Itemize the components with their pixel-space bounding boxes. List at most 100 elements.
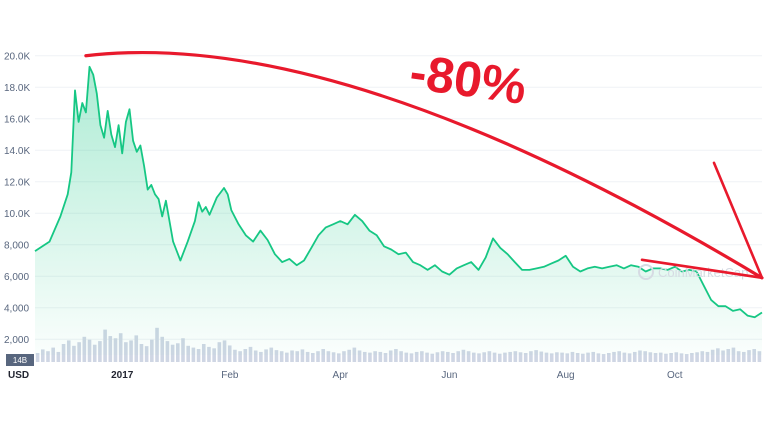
volume-bar [425,352,429,362]
y-tick-label: 6,000 [4,272,29,283]
volume-bar [757,351,762,362]
volume-bar [238,351,242,362]
volume-bar [56,351,61,362]
volume-bar [295,351,300,362]
volume-bar [456,351,461,362]
y-tick-label: 12.0K [4,177,30,188]
volume-bar [736,351,741,362]
volume-bar [477,353,481,362]
volume-bar [487,351,492,362]
volume-bar [695,352,699,362]
volume-bar [321,349,325,362]
volume-bar [669,353,673,362]
volume-bar [622,352,627,362]
volume-bar [35,353,40,362]
volume-bar [404,352,409,362]
volume-bar [264,349,268,362]
watermark-text: CoinMarketCap [658,265,748,280]
volume-bar [534,350,538,362]
volume-bar [653,353,658,362]
volume-bar [607,353,611,362]
volume-bar [503,352,507,362]
volume-bar [290,350,294,362]
volume-bar [212,348,216,362]
price-line [34,65,763,319]
volume-bar [684,354,689,362]
volume-bar [414,351,419,362]
volume-bar [742,351,746,362]
volume-bar [357,350,362,362]
volume-bar [747,350,751,362]
volume-bar [394,349,398,362]
volume-bar [368,352,372,362]
volume-bar [518,352,523,362]
volume-bar [420,351,424,362]
volume-bar [581,353,585,362]
volume-bar [466,351,471,362]
y-unit-label: USD [8,370,29,381]
volume-bar [544,352,549,362]
volume-bar [596,353,601,362]
volume-bar [627,353,632,362]
y-tick-label: 10.0K [4,209,30,220]
volume-bar [612,351,616,362]
volume-bar [591,351,596,362]
decline-callout: -80% [406,43,529,115]
volume-bar [555,352,559,362]
volume-bar [632,351,637,362]
volume-axis-label: 14B [13,356,27,365]
volume-bar [617,351,621,362]
y-tick-label: 20.0K [4,51,30,62]
volume-bar [690,353,694,362]
volume-bar [648,352,653,362]
volume-bar [560,352,564,362]
y-tick-label: 16.0K [4,114,30,125]
volume-bar [570,351,575,362]
volume-bar [311,353,315,362]
volume-bar [508,351,512,362]
volume-bar [233,349,237,362]
volume-bar [347,349,351,362]
y-tick-label: 8,000 [4,240,29,251]
volume-bar [539,351,544,362]
x-tick-label: Aug [557,370,575,381]
y-tick-label: 2,000 [4,335,29,346]
volume-bar [40,349,45,362]
volume-bar [430,353,435,362]
volume-bar [565,353,570,362]
volume-bar [549,353,554,362]
volume-bar [482,352,486,362]
volume-bar [342,351,346,362]
volume-bar [716,348,720,362]
volume-bar [243,349,248,362]
volume-bar [710,349,715,362]
volume-bar [575,353,580,362]
volume-bar [658,352,663,362]
volume-bar [679,353,684,362]
volume-bar [435,352,440,362]
volume-bar [664,353,668,362]
x-tick-label: 2017 [111,370,134,381]
y-tick-label: 14.0K [4,146,30,157]
decline-arrow [84,50,764,280]
volume-bar [643,351,647,362]
volume-bar [336,353,341,362]
volume-bar [373,351,377,362]
x-tick-label: Oct [667,370,683,381]
volume-bar [721,350,725,362]
volume-bar [529,351,533,362]
volume-bar [409,353,414,362]
volume-bar [378,351,383,362]
volume-bar [451,353,455,362]
volume-bar [446,351,450,362]
volume-bar [316,351,320,362]
volume-bar [300,349,305,362]
decline-arrowhead [640,161,764,280]
volume-bar [259,351,263,362]
y-axis: 2,000 4,000 6,000 8,000 10.0K 12.0K 14.0K 16.0K… [4,51,30,346]
volume-bar [726,349,731,362]
volume-bar [674,352,679,362]
volume-bar [253,350,258,362]
volume-bar [196,349,201,362]
